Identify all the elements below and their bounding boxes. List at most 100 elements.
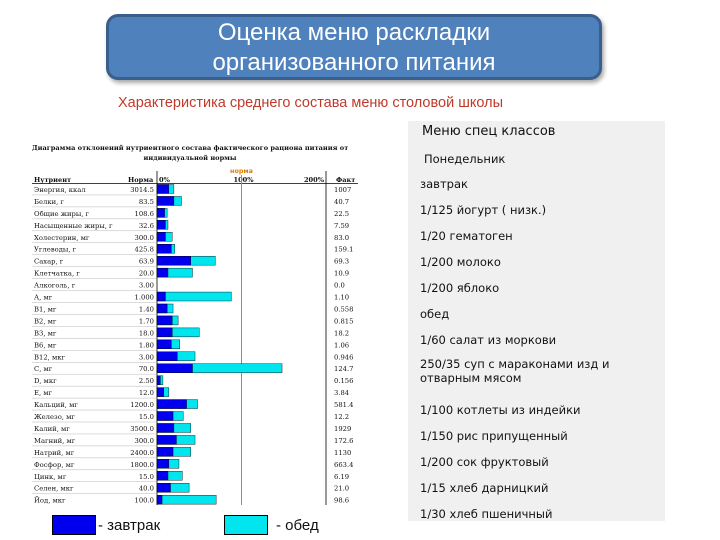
menu-item: 1/150 рис припущенный	[420, 429, 568, 443]
row-nutrient-label: Цинк, мг	[34, 473, 67, 481]
row-nutrient-label: Натрий, мг	[34, 449, 75, 457]
menu-item: обед	[420, 307, 450, 321]
row-nutrient-label: Селен, мкг	[34, 485, 74, 493]
legend-label-lunch: - обед	[276, 517, 319, 534]
row-fact-value: 663.4	[334, 461, 353, 469]
row-nutrient-label: Алкоголь, г	[34, 282, 76, 290]
row-fact-value: 40.7	[334, 198, 349, 206]
chart-title-line2: индивидуальной нормы	[143, 154, 236, 162]
row-nutrient-label: Белки, г	[34, 198, 64, 206]
bar-breakfast	[156, 387, 164, 397]
subtitle: Характеристика среднего состава меню сто…	[118, 95, 503, 111]
row-nutrient-label: В3, мг	[34, 329, 57, 337]
row-norm-value: 1.000	[135, 294, 154, 302]
menu-item: 1/20 гематоген	[420, 229, 513, 243]
bar-breakfast	[156, 303, 168, 314]
bar-breakfast	[156, 411, 174, 421]
row-fact-value: 124.7	[334, 365, 353, 373]
bar-breakfast	[156, 351, 178, 361]
title-line-1: Оценка меню раскладки	[217, 19, 491, 46]
row-fact-value: 1.10	[334, 294, 349, 302]
row-nutrient-label: Е, мг	[34, 389, 53, 397]
bar-lunch	[156, 291, 232, 302]
row-nutrient-label: Клетчатка, г	[34, 270, 80, 278]
row-nutrient-label: Холестерин, мг	[34, 234, 90, 242]
row-norm-value: 1.80	[139, 341, 154, 349]
row-fact-value: 1130	[334, 449, 351, 457]
row-nutrient-label: Кальций, мг	[34, 401, 78, 409]
row-norm-value: 63.9	[139, 258, 154, 266]
row-fact-value: 1929	[334, 425, 351, 433]
bar-breakfast	[156, 375, 161, 385]
row-norm-value: 300.0	[135, 234, 154, 242]
menu-item: 250/35 суп с маракон­ами изд и отварным …	[420, 357, 610, 385]
row-nutrient-label: В6, мг	[34, 341, 57, 349]
row-nutrient-label: С, мг	[34, 365, 53, 373]
row-nutrient-label: Углеводы, г	[34, 246, 77, 254]
row-fact-value: 7.59	[334, 222, 349, 230]
row-norm-value: 108.6	[135, 210, 154, 218]
tick-label: 200%	[304, 176, 325, 184]
row-norm-value: 1.40	[139, 305, 154, 313]
row-fact-value: 0.0	[334, 282, 345, 290]
bar-breakfast	[156, 423, 175, 433]
bar-breakfast	[156, 291, 166, 302]
menu-item: 1/30 хлеб пшеничный	[420, 507, 553, 521]
title-box: Оценка меню раскладки организованного пи…	[106, 14, 602, 80]
bar-lunch	[156, 495, 217, 505]
menu-item: 1/200 молоко	[420, 255, 501, 269]
row-nutrient-label: Энергия, ккал	[34, 186, 86, 194]
tick-label: 100%	[233, 176, 254, 184]
row-fact-value: 581.4	[334, 401, 353, 409]
row-norm-value: 20.0	[139, 270, 154, 278]
column-header-norm: Норма	[128, 176, 154, 184]
nutrient-deviation-chart: Диаграмма отклонений нутриентного состав…	[32, 144, 358, 505]
bar-breakfast	[156, 459, 170, 469]
bar-breakfast	[156, 399, 187, 409]
row-norm-value: 300.0	[135, 437, 154, 445]
row-norm-value: 2.50	[139, 377, 154, 385]
row-fact-value: 21.0	[334, 485, 349, 493]
row-norm-value: 425.8	[135, 246, 154, 254]
row-nutrient-label: А, мг	[34, 294, 53, 302]
row-nutrient-label: Общие жиры, г	[34, 210, 90, 218]
menu-panel: Меню спец классов Понедельник завтрак 1/12…	[408, 121, 665, 521]
row-nutrient-label: Сахар, г	[34, 258, 64, 266]
bar-breakfast	[156, 184, 170, 194]
row-fact-value: 98.6	[334, 497, 349, 505]
bar-breakfast	[156, 220, 166, 230]
row-norm-value: 15.0	[139, 473, 154, 481]
row-norm-value: 1200.0	[130, 401, 154, 409]
row-fact-value: 22.5	[334, 210, 349, 218]
row-norm-value: 100.0	[135, 497, 154, 505]
column-header-nutrient: Нутриент	[34, 176, 71, 184]
row-nutrient-label: В2, мг	[34, 317, 57, 325]
row-fact-value: 0.946	[334, 353, 353, 361]
row-fact-value: 1007	[334, 186, 351, 194]
title-line-2: организованного питания	[212, 49, 496, 76]
menu-item: 1/200 сок фруктовый	[420, 455, 549, 469]
menu-header: Меню спец классов	[422, 124, 556, 139]
row-fact-value: 69.3	[334, 258, 349, 266]
row-norm-value: 40.0	[139, 485, 154, 493]
bar-breakfast	[156, 435, 177, 445]
menu-item: Понедельник	[424, 152, 506, 166]
row-norm-value: 1.70	[139, 317, 154, 325]
row-nutrient-label: В12, мкг	[34, 353, 65, 361]
row-norm-value: 3500.0	[130, 425, 154, 433]
row-norm-value: 3.00	[139, 353, 154, 361]
bar-breakfast	[156, 327, 173, 338]
row-norm-value: 1800.0	[130, 461, 154, 469]
row-fact-value: 18.2	[334, 329, 349, 337]
row-fact-value: 10.9	[334, 270, 349, 278]
row-norm-value: 2400.0	[130, 449, 154, 457]
row-norm-value: 83.5	[139, 198, 154, 206]
row-norm-value: 15.0	[139, 413, 154, 421]
bar-breakfast	[156, 267, 169, 278]
row-norm-value: 70.0	[139, 365, 154, 373]
row-nutrient-label: Магний, мг	[34, 437, 76, 445]
row-norm-value: 3.00	[139, 282, 154, 290]
row-fact-value: 159.1	[334, 246, 353, 254]
row-fact-value: 0.558	[334, 305, 353, 313]
row-nutrient-label: Насыщенные жиры, г	[34, 222, 113, 230]
